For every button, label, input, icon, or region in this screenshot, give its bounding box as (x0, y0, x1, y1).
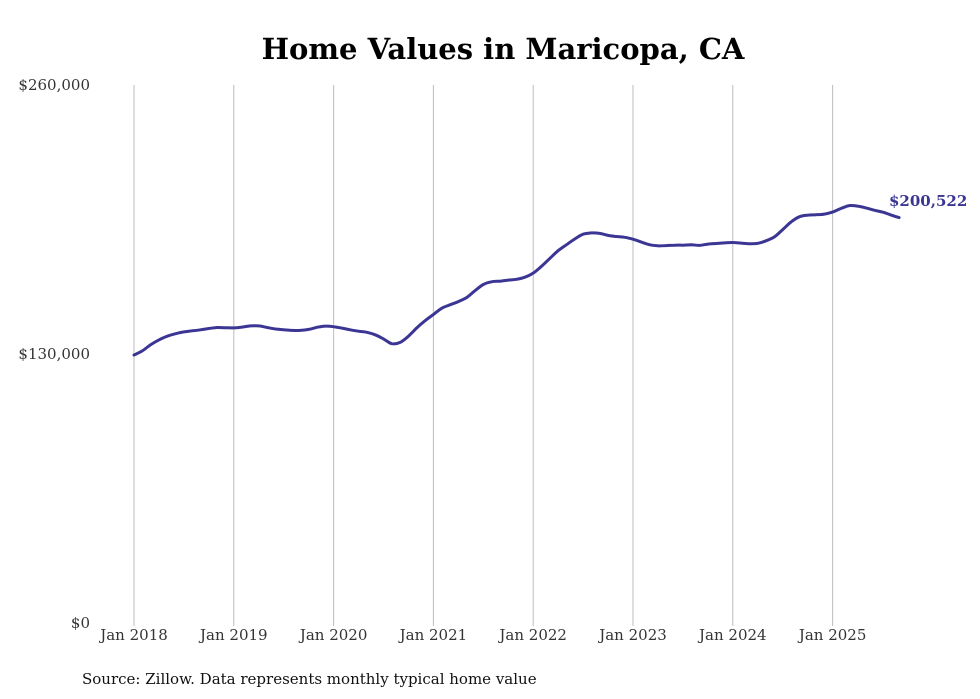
y-tick-label: $260,000 (18, 76, 90, 94)
x-tick-label: Jan 2023 (597, 626, 667, 644)
x-axis: Jan 2018 Jan 2019 Jan 2020 Jan 2021 Jan 2022… (98, 626, 866, 644)
chart-title: Home Values in Maricopa, CA (262, 32, 745, 66)
source-note: Source: Zillow. Data represents monthly … (82, 670, 537, 688)
grid (133, 85, 834, 626)
series-line (132, 203, 901, 357)
series-layer (132, 203, 901, 357)
x-tick-label: Jan 2022 (497, 626, 567, 644)
y-tick-label: $0 (71, 614, 90, 632)
x-tick-label: Jan 2019 (198, 626, 268, 644)
y-axis: $0 $130,000 $260,000 (18, 76, 90, 632)
end-value-label: $200,522 (889, 192, 967, 210)
x-tick-label: Jan 2025 (797, 626, 867, 644)
x-tick-label: Jan 2024 (697, 626, 767, 644)
x-tick-label: Jan 2018 (98, 626, 168, 644)
x-tick-label: Jan 2020 (298, 626, 368, 644)
x-tick-label: Jan 2021 (398, 626, 468, 644)
y-tick-label: $130,000 (18, 345, 90, 363)
